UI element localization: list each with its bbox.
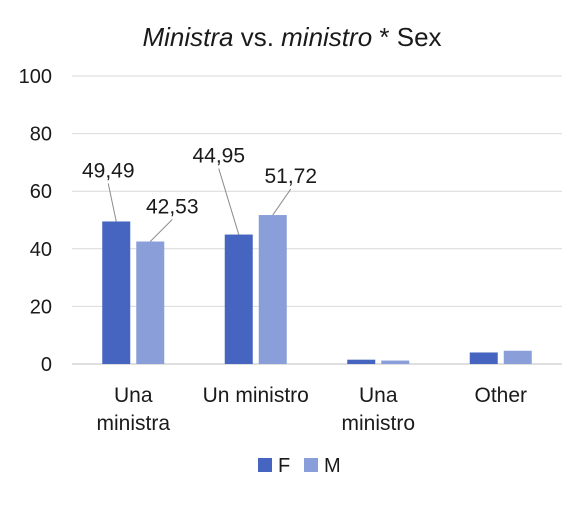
legend-swatch xyxy=(304,458,318,472)
y-tick-label: 100 xyxy=(19,66,52,88)
legend-label: F xyxy=(278,455,290,477)
bar-f-3 xyxy=(469,352,498,364)
chart-title: Ministra vs. ministro * Sex xyxy=(142,22,441,52)
bar-m-2 xyxy=(381,360,410,364)
bar-m-3 xyxy=(503,350,532,364)
category-label-line: ministro xyxy=(341,412,415,435)
chart-title-part1: Ministra xyxy=(142,22,233,52)
category-label-line: Una xyxy=(359,384,398,407)
data-label-leader xyxy=(272,188,292,216)
legend-swatch xyxy=(258,458,272,472)
data-label: 44,95 xyxy=(192,145,245,168)
data-label-leader xyxy=(218,168,240,235)
chart-title-part4: * Sex xyxy=(372,22,441,52)
bars xyxy=(102,215,532,364)
data-label: 51,72 xyxy=(264,165,317,188)
data-label: 49,49 xyxy=(82,159,135,182)
bar-f-2 xyxy=(347,359,376,364)
chart-title-part2: vs. xyxy=(233,22,281,52)
category-label-line: Other xyxy=(474,384,527,407)
category-label: Un ministro xyxy=(203,384,309,407)
y-tick-label: 0 xyxy=(41,354,52,376)
category-label: Una ministro xyxy=(341,384,415,435)
legend-label: M xyxy=(324,455,341,477)
bar-m-0 xyxy=(136,241,165,364)
category-label-line: ministra xyxy=(96,412,170,435)
category-label: Other xyxy=(474,384,527,407)
data-label-leader xyxy=(149,219,173,242)
category-label-line: Un ministro xyxy=(203,384,309,407)
y-tick-label: 60 xyxy=(30,181,52,203)
category-label: Una ministra xyxy=(96,384,170,435)
chart-title-part3: ministro xyxy=(281,22,372,52)
data-labels: 49,49 42,53 44,95 51,72 xyxy=(82,145,317,242)
data-label: 42,53 xyxy=(146,196,199,219)
y-tick-label: 40 xyxy=(30,239,52,261)
x-axis-categories: Una ministra Un ministro Una ministro Other xyxy=(96,384,527,435)
y-tick-label: 80 xyxy=(30,124,52,146)
bar-f-1 xyxy=(224,234,253,364)
data-label-leader xyxy=(107,183,117,222)
y-tick-label: 20 xyxy=(30,296,52,318)
bar-m-1 xyxy=(258,215,287,364)
bar-f-0 xyxy=(102,221,131,364)
y-axis-ticks: 0 20 40 60 80 100 xyxy=(19,66,52,376)
category-label-line: Una xyxy=(114,384,153,407)
